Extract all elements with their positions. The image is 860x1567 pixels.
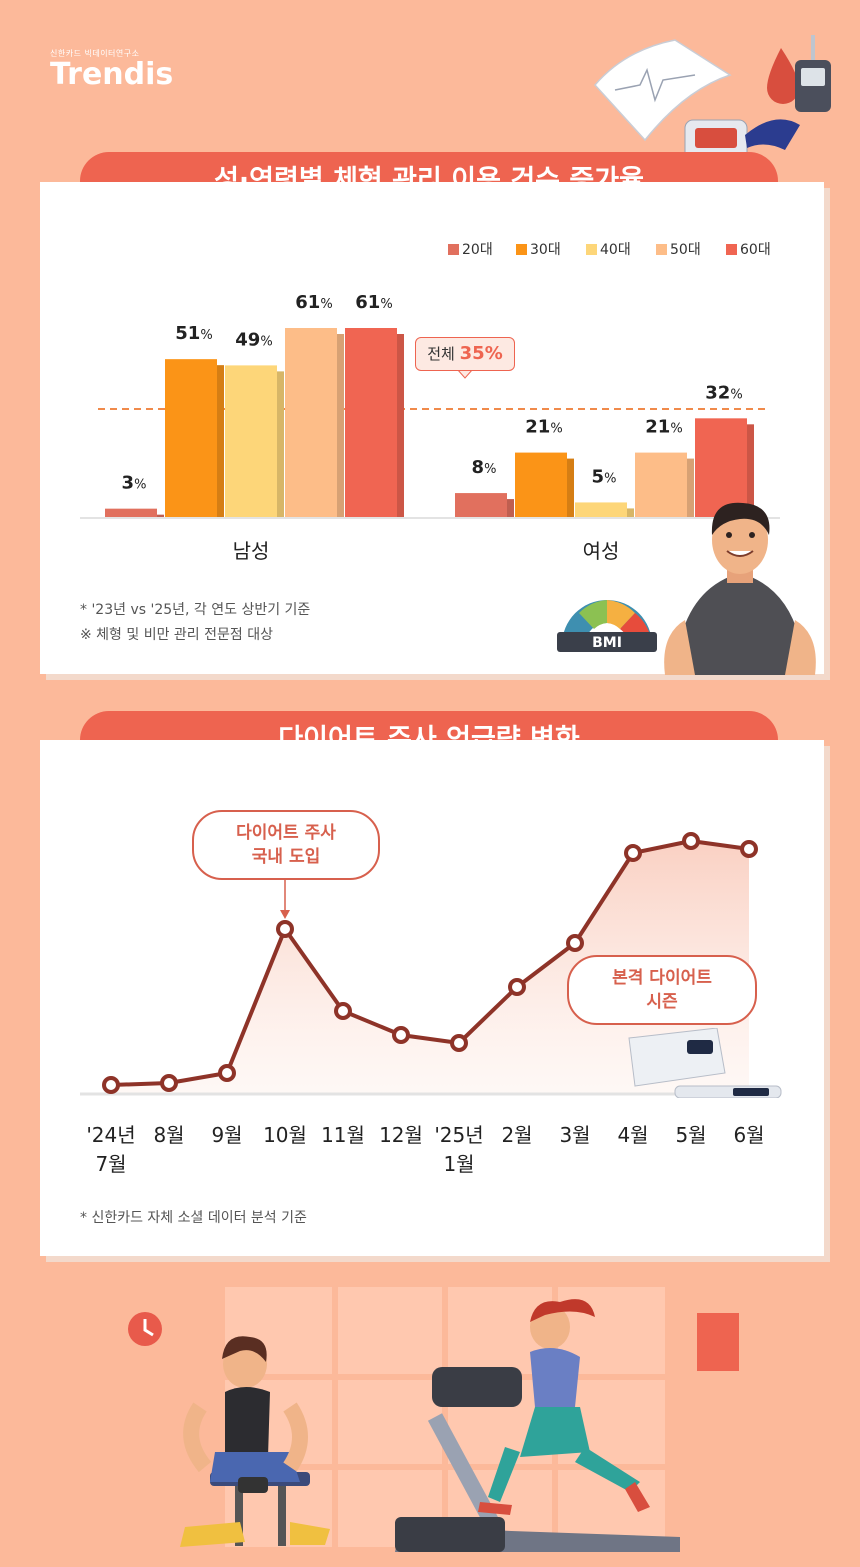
bmi-label: BMI <box>592 635 622 651</box>
legend-swatch <box>516 243 527 255</box>
legend-label: 20대 <box>462 242 493 258</box>
legend-item-50s: 50대 <box>656 239 701 259</box>
total-value: 35% <box>459 343 503 364</box>
legend-swatch <box>656 243 667 255</box>
legend-label: 60대 <box>740 242 771 258</box>
callout-line: 다이어트 주사 <box>236 823 336 843</box>
legend-item-40s: 40대 <box>586 239 631 259</box>
bmi-gauge-illustration: BMI <box>557 600 657 652</box>
note-line: ※ 체형 및 비만 관리 전문점 대상 <box>80 627 273 643</box>
callout-line: 국내 도입 <box>251 847 321 867</box>
legend-item-30s: 30대 <box>516 239 561 259</box>
legend-swatch <box>586 243 597 255</box>
legend-swatch <box>448 243 459 255</box>
section1-notes: * '23년 vs '25년, 각 연도 상반기 기준 ※ 체형 및 비만 관리… <box>80 598 310 648</box>
callout-line: 본격 다이어트 <box>612 968 712 988</box>
injection-pen-illustration <box>628 1028 782 1098</box>
legend-label: 40대 <box>600 242 631 258</box>
callout-line: 시즌 <box>646 992 678 1012</box>
legend-swatch <box>726 243 737 255</box>
brand-logo: 신한카드 빅데이터연구소 Trendis <box>50 48 173 91</box>
legend-label: 50대 <box>670 242 701 258</box>
legend-item-60s: 60대 <box>726 239 771 259</box>
legend-label: 30대 <box>530 242 561 258</box>
legend-item-20s: 20대 <box>448 239 493 259</box>
note-line: * '23년 vs '25년, 각 연도 상반기 기준 <box>80 602 311 618</box>
section2-note: * 신한카드 자체 소셜 데이터 분석 기준 <box>80 1210 307 1226</box>
brand-subtitle: 신한카드 빅데이터연구소 <box>50 49 140 58</box>
total-reference-badge: 전체 35% <box>415 337 515 371</box>
man-character-illustration <box>664 502 816 675</box>
chart-legend: 20대 30대 40대 50대 60대 <box>440 239 785 259</box>
gym-scene-illustration <box>128 1287 739 1552</box>
brand-name: Trendis <box>50 57 174 92</box>
total-label: 전체 <box>427 345 455 363</box>
